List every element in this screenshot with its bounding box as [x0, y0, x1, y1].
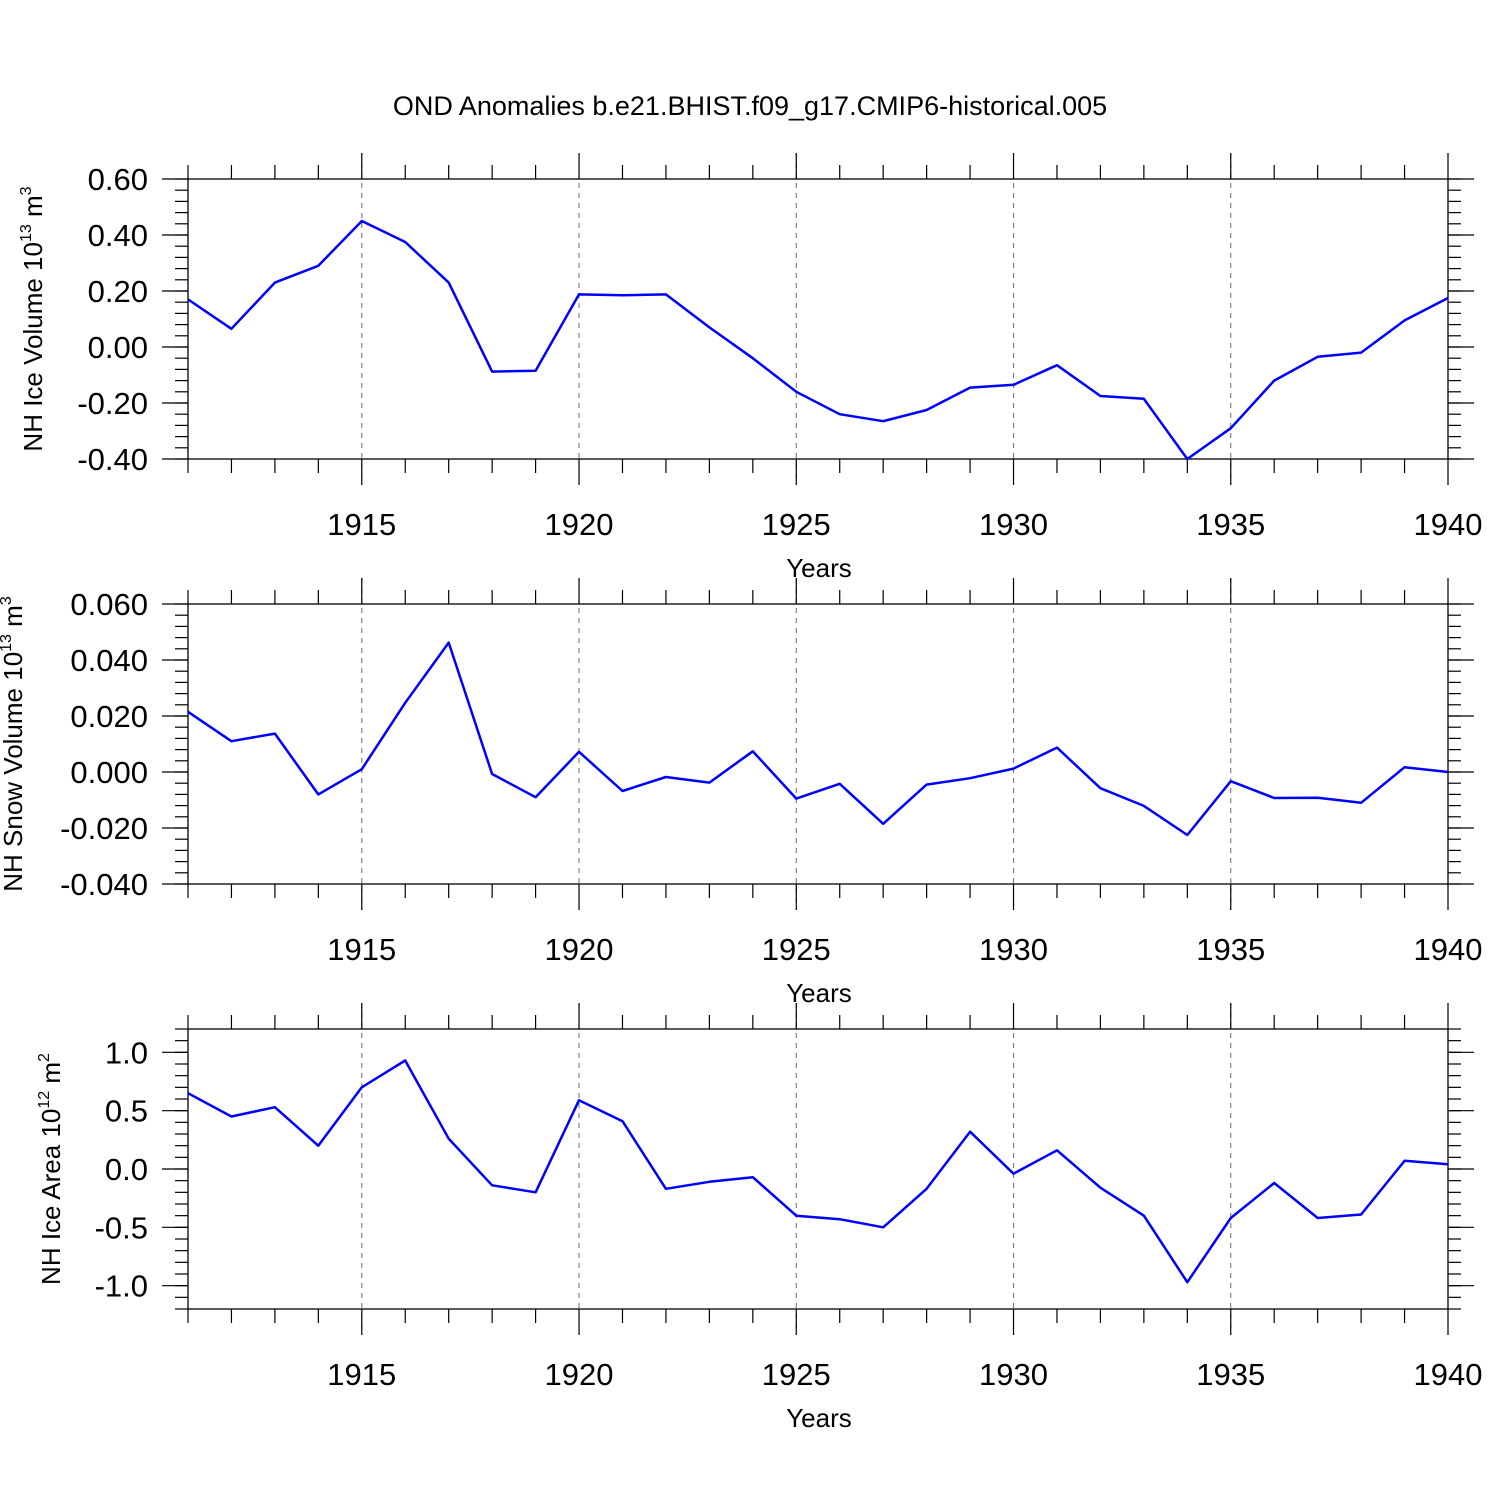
x-tick-label: 1930 — [979, 932, 1048, 967]
y-axis-label: NH Snow Volume 1013 m3 — [0, 596, 28, 892]
y-tick-label: -0.040 — [60, 867, 148, 902]
x-tick-label: 1935 — [1196, 932, 1265, 967]
x-tick-label: 1915 — [327, 932, 396, 967]
y-tick-label: 0.00 — [88, 330, 148, 365]
figure-title: OND Anomalies b.e21.BHIST.f09_g17.CMIP6-… — [393, 91, 1107, 121]
y-tick-label: -0.20 — [77, 386, 148, 421]
x-tick-label: 1925 — [762, 932, 831, 967]
y-tick-label: 0.60 — [88, 162, 148, 197]
y-tick-label: 0.5 — [105, 1094, 148, 1129]
x-tick-label: 1940 — [1414, 1357, 1483, 1392]
y-tick-label: 0.000 — [70, 755, 148, 790]
plot-frame — [187, 178, 1449, 460]
x-axis-label: Years — [786, 1403, 852, 1433]
x-axis-label: Years — [786, 978, 852, 1008]
chart-panel-3: 1915 1920 1925 1930 1935 1940 Years 1.0 0.5 0.0 -0… — [36, 1003, 1482, 1433]
y-axis-label: NH Ice Volume 1013 m3 — [18, 186, 48, 451]
y-tick-label: -0.5 — [95, 1210, 148, 1245]
x-tick-label: 1940 — [1414, 932, 1483, 967]
chart-panel-2: 1915 1920 1925 1930 1935 1940 Years 0.060 0.040 0… — [0, 578, 1482, 1008]
series-line — [187, 219, 1449, 461]
x-tick-label: 1925 — [762, 1357, 831, 1392]
y-tick-label: 0.020 — [70, 699, 148, 734]
y-tick-label: 0.040 — [70, 643, 148, 678]
y-tick-label: -1.0 — [95, 1269, 148, 1304]
x-tick-label: 1935 — [1196, 1357, 1265, 1392]
x-tick-label: 1920 — [545, 507, 614, 542]
x-tick-label: 1925 — [762, 507, 831, 542]
x-tick-label: 1915 — [327, 1357, 396, 1392]
y-tick-label: 0.060 — [70, 587, 148, 622]
y-tick-label: 0.0 — [105, 1152, 148, 1187]
series-line — [187, 641, 1449, 837]
y-tick-label: 1.0 — [105, 1035, 148, 1070]
plot-frame — [187, 603, 1449, 885]
y-tick-label: -0.020 — [60, 811, 148, 846]
x-axis-label: Years — [786, 553, 852, 583]
x-tick-label: 1935 — [1196, 507, 1265, 542]
x-tick-label: 1920 — [545, 932, 614, 967]
y-tick-label: 0.40 — [88, 218, 148, 253]
plot-frame — [187, 1028, 1449, 1310]
x-tick-label: 1930 — [979, 507, 1048, 542]
series-line — [187, 1059, 1449, 1284]
y-tick-label: -0.40 — [77, 442, 148, 477]
x-tick-label: 1940 — [1414, 507, 1483, 542]
panels: 1915 1920 1925 1930 1935 1940 Years 0.60 0.40 0.2… — [0, 153, 1482, 1433]
x-tick-label: 1930 — [979, 1357, 1048, 1392]
y-tick-label: 0.20 — [88, 274, 148, 309]
chart-panel-1: 1915 1920 1925 1930 1935 1940 Years 0.60 0.40 0.2… — [18, 153, 1482, 583]
y-axis-label: NH Ice Area 1012 m2 — [36, 1053, 66, 1285]
x-tick-label: 1920 — [545, 1357, 614, 1392]
x-tick-label: 1915 — [327, 507, 396, 542]
